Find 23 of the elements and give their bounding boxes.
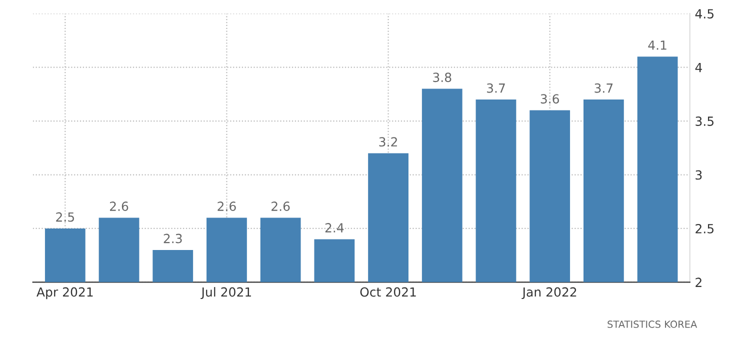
x-tick-label: Jan 2022 <box>522 287 576 300</box>
y-tick-label: 2 <box>696 278 702 287</box>
data-label: 2.5 <box>56 212 74 222</box>
text: STATISTICS KOREA <box>608 320 698 328</box>
data-label: 2.3 <box>164 234 182 244</box>
data-label: 2.4 <box>325 223 344 232</box>
x-tick-label: Oct 2021 <box>360 287 416 297</box>
x-tick-label: Apr 2021 <box>36 287 93 300</box>
x-tick-label: Jul 2021 <box>200 287 251 300</box>
data-label: 3.7 <box>486 83 505 93</box>
data-label: 2.6 <box>110 202 128 212</box>
y-tick-label: 4.5 <box>695 9 714 19</box>
y-tick-label: 2.5 <box>696 224 714 234</box>
data-label: 3.2 <box>379 137 397 147</box>
y-tick-label: 4 <box>695 62 702 72</box>
data-label: 3.6 <box>540 94 559 104</box>
data-label: 4.1 <box>648 40 666 50</box>
data-label: 2.6 <box>218 202 236 212</box>
y-tick-label: 3.5 <box>696 116 714 126</box>
data-label: 3.8 <box>433 72 452 82</box>
data-label: 3.7 <box>594 83 613 93</box>
data-label: 2.6 <box>272 202 290 212</box>
y-tick-label: 3 <box>696 170 702 180</box>
